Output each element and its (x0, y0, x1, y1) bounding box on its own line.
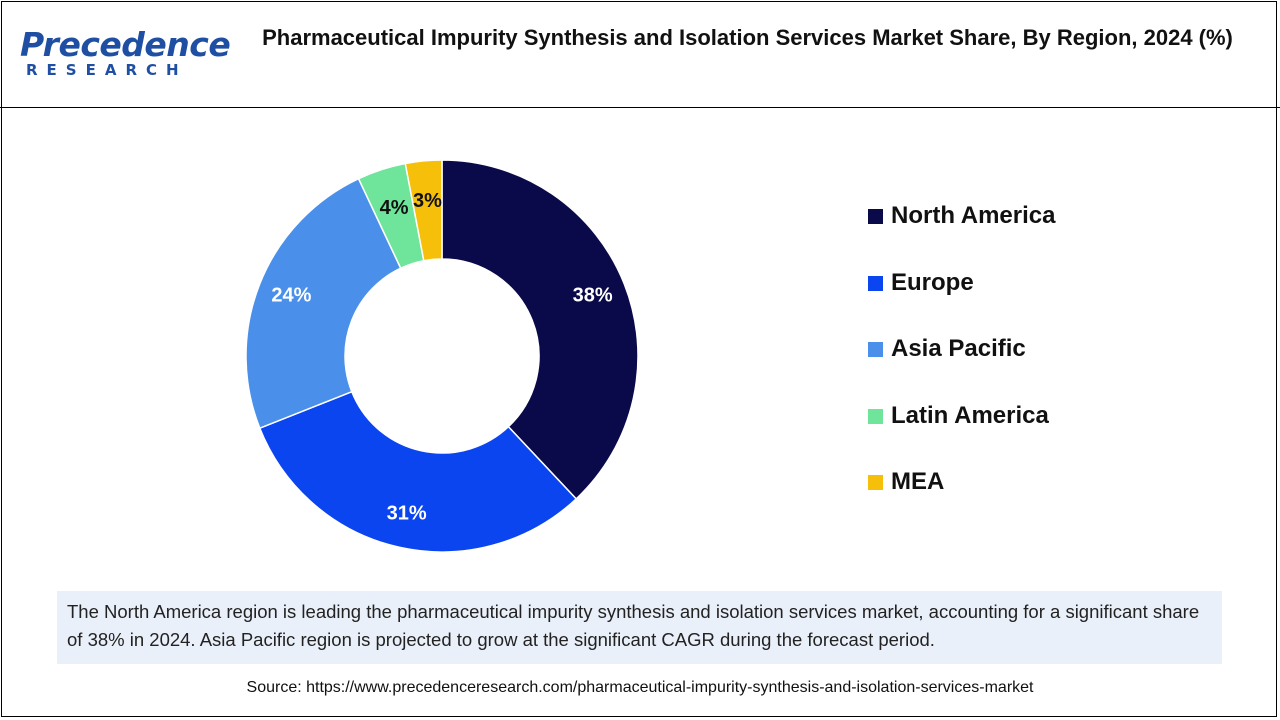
logo-subtitle: RESEARCH (26, 61, 188, 79)
legend-item-latin-america: Latin America (868, 398, 1248, 465)
data-label-mea: 3% (413, 190, 442, 212)
brand-logo: Precedence RESEARCH (20, 28, 231, 82)
legend-item-mea: MEA (868, 464, 1248, 531)
chart-legend: North America Europe Asia Pacific Latin Ame… (868, 198, 1248, 531)
legend-swatch-north-america (868, 209, 883, 224)
legend-label-asia-pacific: Asia Pacific (891, 335, 1026, 362)
legend-item-north-america: North America (868, 198, 1248, 265)
slice-north-america (441, 159, 639, 500)
legend-swatch-europe (868, 275, 883, 291)
legend-label-mea: MEA (891, 468, 945, 495)
slice-asia-pacific (245, 177, 402, 430)
data-label-north-america: 38% (573, 285, 613, 307)
slice-mea (404, 159, 443, 262)
legend-swatch-latin-america (868, 408, 883, 424)
data-label-latin-america: 4% (380, 197, 409, 219)
chart-title: Pharmaceutical Impurity Synthesis and Is… (262, 25, 1233, 50)
legend-label-europe: Europe (891, 268, 974, 296)
logo-wordmark: Precedence (20, 25, 231, 64)
legend-label-north-america: North America (891, 202, 1056, 229)
summary-text: The North America region is leading the … (57, 591, 1222, 664)
legend-swatch-mea (868, 475, 883, 490)
slice-europe (258, 390, 578, 553)
header: Precedence RESEARCH Pharmaceutical Impur… (0, 0, 1280, 108)
legend-label-latin-america: Latin America (891, 401, 1049, 429)
legend-item-asia-pacific: Asia Pacific (868, 331, 1248, 398)
source-text: Source: https://www.precedenceresearch.c… (246, 679, 1034, 696)
legend-swatch-asia-pacific (868, 342, 883, 357)
legend-item-europe: Europe (868, 265, 1248, 332)
data-label-asia-pacific: 24% (271, 285, 311, 307)
data-label-europe: 31% (387, 502, 427, 524)
donut-chart: 38% 31% 24% 4% 3% (245, 159, 639, 553)
